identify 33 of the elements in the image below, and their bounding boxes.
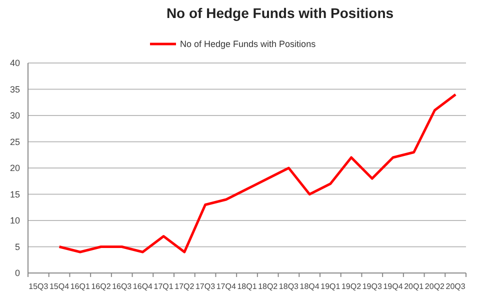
x-tick-label: 20Q1 xyxy=(404,282,424,291)
y-tick-label: 10 xyxy=(10,216,20,226)
y-tick-label: 30 xyxy=(10,110,20,120)
x-tick-label: 17Q3 xyxy=(195,282,216,291)
line-series xyxy=(58,93,457,254)
x-tick-label: 20Q2 xyxy=(424,282,446,291)
y-tick-label: 25 xyxy=(10,136,20,147)
x-tick-label: 18Q3 xyxy=(278,282,300,291)
x-tick-label: 16Q2 xyxy=(91,282,112,291)
x-tick-label: 19Q1 xyxy=(320,282,341,291)
x-tick-label: 18Q2 xyxy=(258,282,278,291)
x-tick-label: 19Q4 xyxy=(383,282,404,291)
y-tick-label: 5 xyxy=(14,242,20,252)
x-tick-label: 16Q3 xyxy=(112,282,132,291)
y-tick-label: 15 xyxy=(10,189,20,200)
x-tick-label: 15Q4 xyxy=(49,282,70,291)
y-tick-label: 20 xyxy=(10,163,20,173)
x-tick-label: 18Q1 xyxy=(237,282,258,291)
x-tick-label: 20Q3 xyxy=(446,282,466,291)
x-tick-label: 15Q3 xyxy=(28,282,49,291)
x-tick-label: 16Q1 xyxy=(70,282,90,291)
y-tick-label: 0 xyxy=(14,268,20,278)
legend-label: No of Hedge Funds with Positions xyxy=(180,39,316,49)
x-tick-label: 19Q2 xyxy=(341,282,362,291)
x-tick-label: 18Q4 xyxy=(300,282,320,291)
y-tick-label: 35 xyxy=(10,84,20,94)
x-tick-label: 17Q2 xyxy=(174,282,195,291)
x-tick-label: 17Q4 xyxy=(216,282,236,291)
x-tick-label: 16Q4 xyxy=(132,282,154,291)
x-tick-label: 17Q1 xyxy=(154,282,174,291)
chart-title: No of Hedge Funds with Positions xyxy=(166,5,394,21)
x-tick-label: 19Q3 xyxy=(362,282,382,291)
y-tick-label: 40 xyxy=(10,58,20,68)
